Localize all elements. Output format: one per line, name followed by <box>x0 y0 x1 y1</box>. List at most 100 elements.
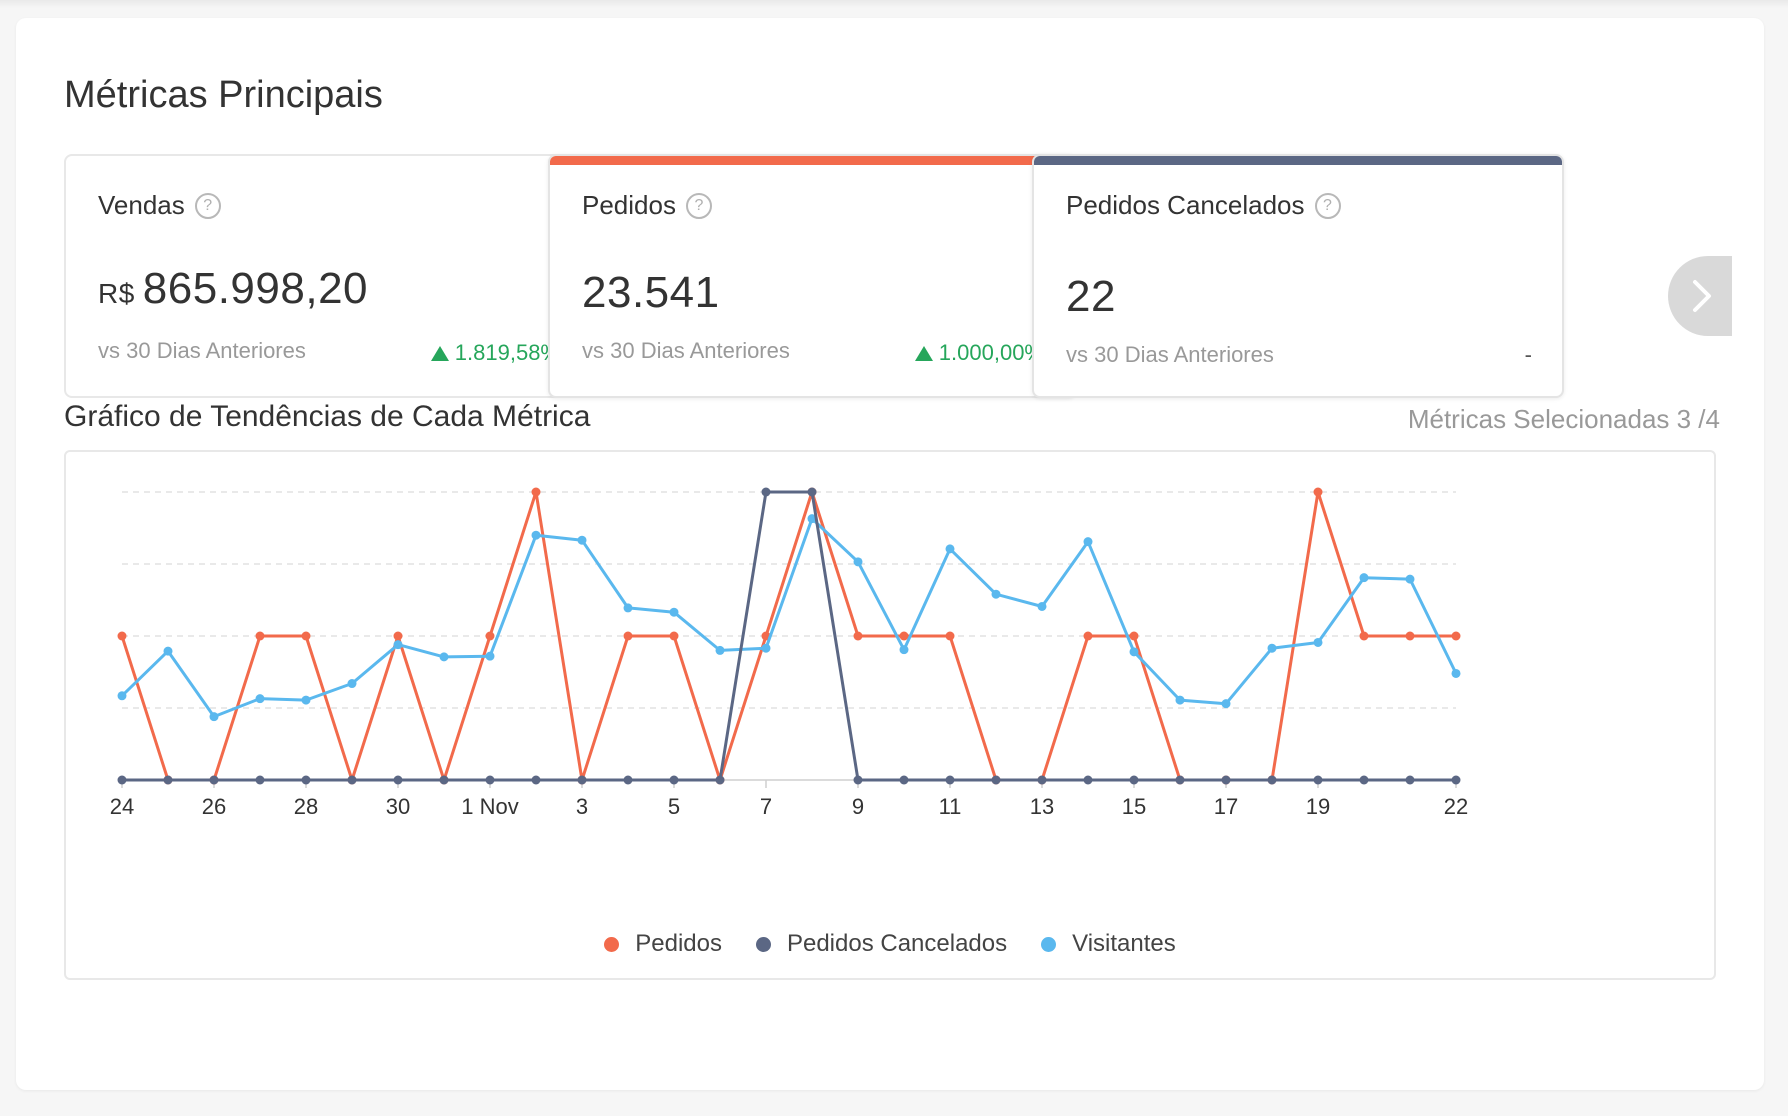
data-point <box>1129 631 1139 641</box>
data-point <box>1451 631 1461 641</box>
data-point <box>117 691 127 701</box>
trend-line-chart: 24 26 28 30 1 Nov 3 5 7 9 11 13 15 17 19 22 <box>110 487 1468 819</box>
data-point <box>439 652 449 662</box>
data-point <box>1037 775 1047 785</box>
metric-card-pedidos[interactable]: Pedidos ? 23.541 vs 30 Dias Anteriores 1… <box>548 154 1076 398</box>
data-point <box>301 695 311 705</box>
x-tick-label: 3 <box>576 794 588 819</box>
card-title-label: Pedidos <box>582 190 676 220</box>
data-point <box>945 775 955 785</box>
x-tick-label: 11 <box>939 794 962 819</box>
value-number: 865.998,20 <box>142 264 369 313</box>
value-number: 23.541 <box>582 268 720 317</box>
card-change-pedidos: 1.000,00% <box>914 340 1044 366</box>
data-point <box>991 589 1001 599</box>
data-point <box>1267 775 1277 785</box>
data-point <box>531 775 541 785</box>
help-icon[interactable]: ? <box>194 192 221 219</box>
data-point <box>117 631 127 641</box>
legend-dot-icon <box>755 936 771 952</box>
currency-symbol: R$ <box>98 278 135 309</box>
legend-label: Visitantes <box>1072 930 1176 957</box>
data-point <box>163 775 173 785</box>
value-number: 22 <box>1066 272 1116 321</box>
help-icon[interactable]: ? <box>685 192 712 219</box>
data-point <box>761 487 771 497</box>
trend-chart-title: Gráfico de Tendências de Cada Métrica <box>64 400 591 433</box>
chevron-right-icon <box>1693 280 1711 312</box>
data-point <box>485 651 495 661</box>
x-tick-label: 1 Nov <box>461 794 518 819</box>
data-point <box>163 646 173 656</box>
card-value-pedidos: 23.541 <box>582 268 720 318</box>
data-point <box>531 487 541 497</box>
panel-title: Métricas Principais <box>64 74 383 116</box>
data-point <box>1221 775 1231 785</box>
legend-label: Pedidos Cancelados <box>786 930 1008 957</box>
card-title-pedidos: Pedidos ? <box>582 190 712 221</box>
data-point <box>945 544 955 554</box>
data-point <box>899 775 909 785</box>
data-point <box>1267 643 1277 653</box>
data-point <box>301 631 311 641</box>
data-point <box>1405 775 1415 785</box>
data-point <box>807 514 817 524</box>
data-point <box>1359 631 1369 641</box>
data-point <box>577 775 587 785</box>
series-line-1 <box>122 490 1456 782</box>
data-point <box>577 535 587 545</box>
card-value-vendas: R$ 865.998,20 <box>98 264 368 314</box>
top-shadow <box>0 0 1788 8</box>
data-point <box>1405 631 1415 641</box>
data-point <box>715 645 725 655</box>
x-tick-label: 28 <box>294 794 318 819</box>
data-point <box>761 643 771 653</box>
legend-item[interactable]: Pedidos Cancelados <box>755 930 1008 958</box>
help-icon[interactable]: ? <box>1314 192 1341 219</box>
x-tick-label: 9 <box>852 794 864 819</box>
x-tick-label: 17 <box>1214 794 1238 819</box>
card-title-label: Vendas <box>98 190 185 220</box>
data-point <box>899 645 909 655</box>
x-tick-label: 19 <box>1306 794 1330 819</box>
data-point <box>1359 573 1369 583</box>
legend-item[interactable]: Pedidos <box>604 930 722 958</box>
card-change-vendas: 1.819,58% <box>430 340 560 366</box>
data-point <box>1037 601 1047 611</box>
up-arrow-icon <box>430 345 449 361</box>
card-color-bar <box>550 156 1074 165</box>
data-point <box>669 607 679 617</box>
data-point <box>715 775 725 785</box>
card-change-value: 1.819,58% <box>454 340 560 365</box>
chart-legend: Pedidos Pedidos Cancelados Visitantes <box>66 930 1714 958</box>
metric-card-pedidos-cancelados[interactable]: Pedidos Cancelados ? 22 vs 30 Dias Anter… <box>1032 154 1564 398</box>
data-point <box>899 631 909 641</box>
data-point <box>347 679 357 689</box>
x-tick-label: 26 <box>202 794 226 819</box>
selected-metrics-link[interactable]: Métricas Selecionadas 3 /4 <box>1407 404 1720 434</box>
data-point <box>301 775 311 785</box>
data-point <box>485 631 495 641</box>
card-title-cancelados: Pedidos Cancelados ? <box>1066 190 1341 221</box>
data-point <box>1313 637 1323 647</box>
data-point <box>991 775 1001 785</box>
data-point <box>1129 647 1139 657</box>
data-point <box>255 775 265 785</box>
data-point <box>1451 775 1461 785</box>
data-point <box>945 631 955 641</box>
data-point <box>623 631 633 641</box>
x-tick-label: 7 <box>760 794 772 819</box>
data-point <box>255 631 265 641</box>
data-point <box>393 631 403 641</box>
data-point <box>623 603 633 613</box>
next-cards-button[interactable] <box>1668 256 1732 336</box>
legend-item[interactable]: Visitantes <box>1041 930 1176 958</box>
data-point <box>393 775 403 785</box>
data-point <box>117 775 127 785</box>
data-point <box>853 631 863 641</box>
data-point <box>439 775 449 785</box>
data-point <box>669 631 679 641</box>
metric-card-vendas[interactable]: Vendas ? R$ 865.998,20 vs 30 Dias Anterio… <box>64 154 592 398</box>
data-point <box>393 640 403 650</box>
x-tick-label: 5 <box>668 794 680 819</box>
